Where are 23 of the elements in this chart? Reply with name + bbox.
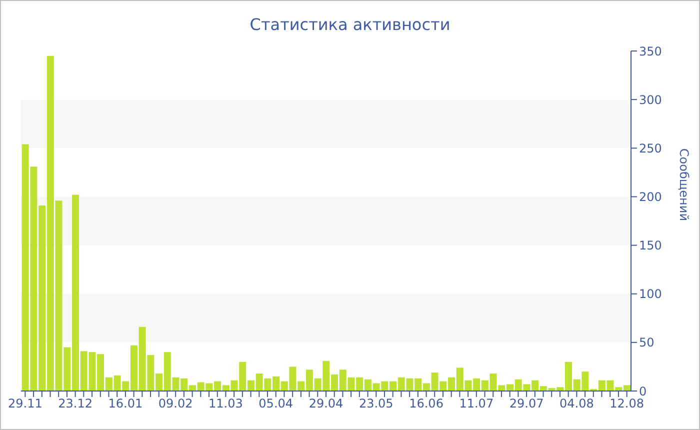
x-tick-label: 11.03 bbox=[208, 396, 243, 411]
x-tick-label: 29.11 bbox=[8, 396, 42, 411]
x-tick-label: 11.07 bbox=[459, 396, 494, 411]
y-tick-label: 300 bbox=[639, 92, 662, 107]
y-tick-label: 150 bbox=[639, 238, 662, 253]
y-tick-label: 350 bbox=[639, 44, 662, 58]
x-tick-label: 09.02 bbox=[158, 396, 193, 411]
x-tick-label: 23.12 bbox=[58, 396, 92, 411]
y-tick-label: 0 bbox=[639, 384, 647, 398]
y-tick-label: 200 bbox=[639, 190, 662, 204]
x-tick-label: 29.07 bbox=[509, 396, 544, 411]
x-tick-label: 16.06 bbox=[409, 396, 444, 411]
y-tick-label: 50 bbox=[639, 336, 654, 350]
x-tick-label: 23.05 bbox=[358, 396, 394, 411]
x-tick-label: 29.04 bbox=[308, 396, 344, 411]
y-tick-label: 100 bbox=[639, 287, 662, 302]
x-tick-label: 16.01 bbox=[108, 396, 143, 411]
y-tick-label: 250 bbox=[639, 141, 662, 156]
x-tick-label: 12.08 bbox=[610, 396, 644, 411]
x-tick-label: 04.08 bbox=[560, 396, 594, 411]
chart-title: Статистика активности bbox=[248, 15, 452, 34]
y-axis-title: Сообщений bbox=[676, 148, 691, 221]
x-tick-label: 05.04 bbox=[258, 396, 294, 411]
